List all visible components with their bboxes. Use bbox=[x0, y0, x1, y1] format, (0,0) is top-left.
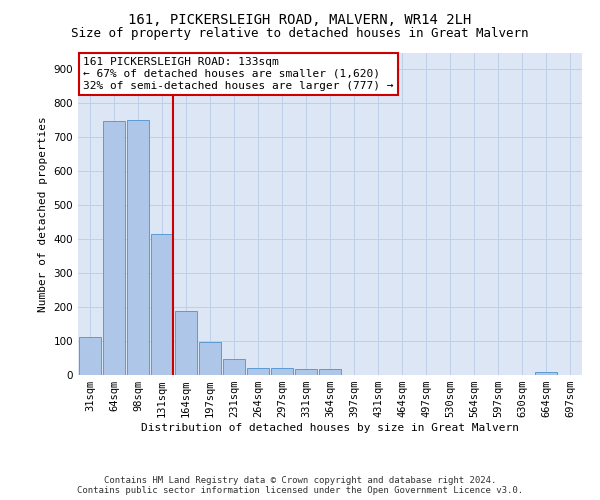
Bar bbox=[223, 360, 245, 375]
Text: 161 PICKERSLEIGH ROAD: 133sqm
← 67% of detached houses are smaller (1,620)
32% o: 161 PICKERSLEIGH ROAD: 133sqm ← 67% of d… bbox=[83, 58, 394, 90]
Text: 161, PICKERSLEIGH ROAD, MALVERN, WR14 2LH: 161, PICKERSLEIGH ROAD, MALVERN, WR14 2L… bbox=[128, 12, 472, 26]
Bar bbox=[127, 120, 149, 375]
Bar bbox=[199, 342, 221, 375]
Text: Contains HM Land Registry data © Crown copyright and database right 2024.
Contai: Contains HM Land Registry data © Crown c… bbox=[77, 476, 523, 495]
Bar bbox=[535, 372, 557, 375]
Y-axis label: Number of detached properties: Number of detached properties bbox=[38, 116, 48, 312]
Text: Size of property relative to detached houses in Great Malvern: Size of property relative to detached ho… bbox=[71, 28, 529, 40]
Bar bbox=[271, 368, 293, 375]
X-axis label: Distribution of detached houses by size in Great Malvern: Distribution of detached houses by size … bbox=[141, 423, 519, 433]
Bar bbox=[319, 369, 341, 375]
Bar bbox=[103, 121, 125, 375]
Bar bbox=[79, 336, 101, 375]
Bar bbox=[295, 369, 317, 375]
Bar bbox=[247, 368, 269, 375]
Bar bbox=[151, 234, 173, 375]
Bar bbox=[175, 311, 197, 375]
